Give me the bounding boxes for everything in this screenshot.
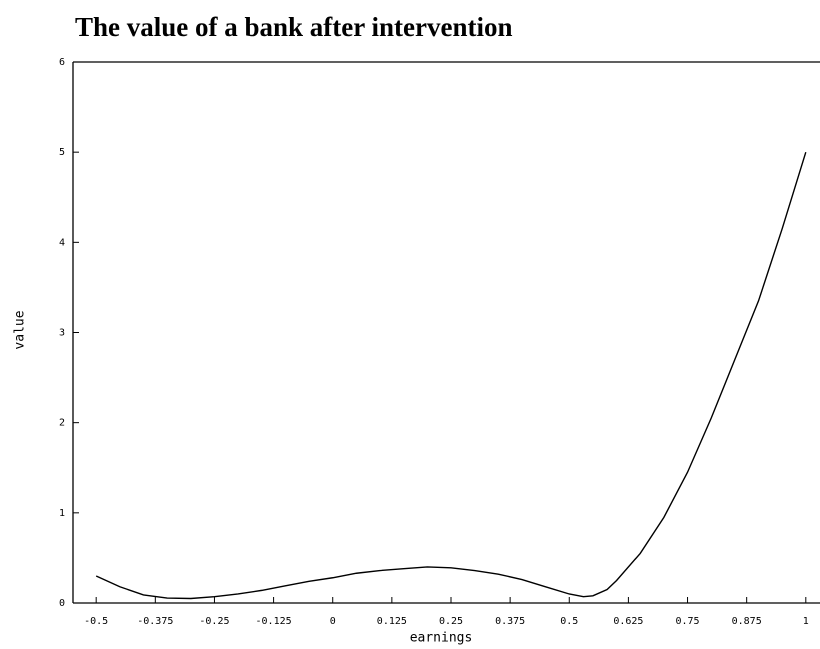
y-tick-label: 2 bbox=[59, 418, 65, 429]
y-tick-label: 0 bbox=[59, 598, 65, 609]
chart-title: The value of a bank after intervention bbox=[75, 12, 513, 42]
y-tick-label: 5 bbox=[59, 147, 65, 158]
x-tick-label: 0.875 bbox=[732, 616, 762, 627]
x-tick-label: 0.5 bbox=[560, 616, 578, 627]
x-tick-label: 1 bbox=[803, 616, 809, 627]
y-tick-label: 3 bbox=[59, 328, 65, 339]
x-tick-label: -0.25 bbox=[199, 616, 229, 627]
x-tick-label: 0.625 bbox=[613, 616, 643, 627]
x-tick-label: 0.75 bbox=[675, 616, 699, 627]
x-axis-label: earnings bbox=[410, 631, 473, 646]
x-tick-label: -0.375 bbox=[137, 616, 173, 627]
x-tick-label: 0.125 bbox=[377, 616, 407, 627]
x-tick-label: 0 bbox=[330, 616, 336, 627]
y-tick-label: 4 bbox=[59, 237, 65, 248]
y-tick-label: 6 bbox=[59, 57, 65, 68]
y-axis-label: value bbox=[13, 310, 28, 349]
x-tick-label: -0.5 bbox=[84, 616, 108, 627]
x-tick-label: -0.125 bbox=[256, 616, 292, 627]
x-tick-label: 0.25 bbox=[439, 616, 463, 627]
x-tick-label: 0.375 bbox=[495, 616, 525, 627]
line bbox=[95, 151, 807, 600]
y-tick-label: 1 bbox=[59, 508, 65, 519]
